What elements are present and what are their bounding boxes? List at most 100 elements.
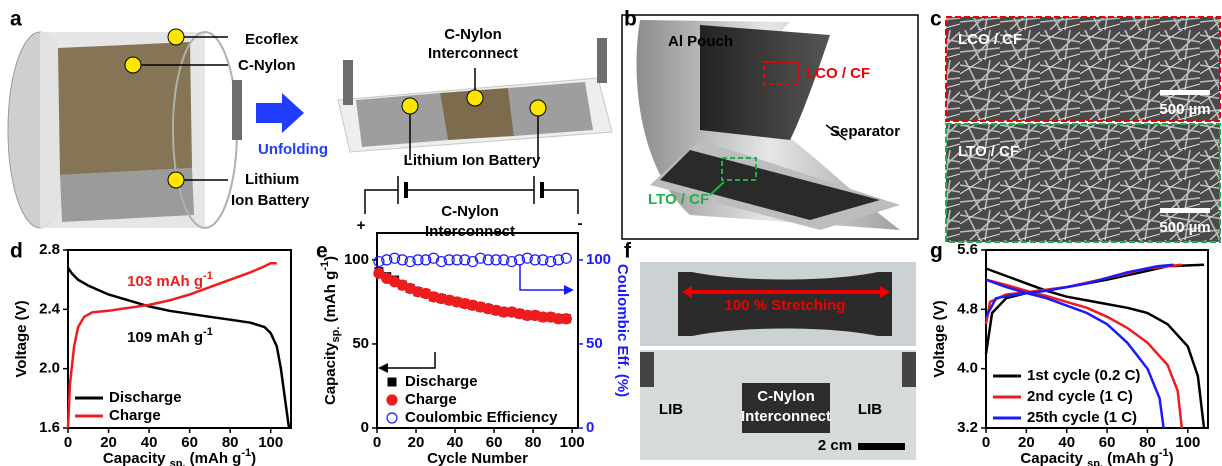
axis-arrow xyxy=(520,264,566,290)
panel-a: a Ecoflex C-Nylon Lithium Ion Battery Un… xyxy=(8,8,612,240)
scale-bar xyxy=(1160,90,1210,95)
legend-label: Coulombic Efficiency xyxy=(405,409,558,426)
panel-letter: g xyxy=(930,240,943,263)
label: C-Nylon xyxy=(757,388,815,405)
x-tick-label: 100 xyxy=(1175,434,1200,451)
y-axis-label: Capacitysp. (mAh g-1) xyxy=(319,256,342,405)
x-tick-label: 0 xyxy=(982,434,990,451)
legend-label: 1st cycle (0.2 C) xyxy=(1027,367,1140,384)
x-axis-label-part: -1 xyxy=(241,447,251,459)
data-point xyxy=(561,314,571,324)
axis-arrow xyxy=(564,285,574,295)
y-tick-label: 5.6 xyxy=(957,241,978,258)
data-line xyxy=(986,280,1182,428)
label: Ion Battery xyxy=(231,192,310,209)
legend-label: 2nd cycle (1 C) xyxy=(1027,388,1133,405)
x-axis-label-part: (mAh g xyxy=(186,450,242,466)
label: Interconnect xyxy=(741,408,831,425)
x-tick-label: 40 xyxy=(447,434,464,451)
x-tick-label: 80 xyxy=(1139,434,1156,451)
x-axis-label-part: sp. xyxy=(1087,458,1103,466)
x-axis-label: Capacity sp. (mAh g-1) xyxy=(103,447,256,466)
label: 2 cm xyxy=(818,437,852,454)
tab xyxy=(902,352,916,387)
label: Lithium xyxy=(245,171,299,188)
panel-letter: d xyxy=(10,240,23,263)
label: Lithium Ion Battery xyxy=(404,152,541,169)
annotation-part: -1 xyxy=(203,270,213,282)
label: Separator xyxy=(830,123,900,140)
panel-letter: a xyxy=(10,8,22,31)
label: LTO / CF xyxy=(648,191,709,208)
x-axis-label-part: ) xyxy=(251,450,256,466)
legend-label: 25th cycle (1 C) xyxy=(1027,409,1137,426)
annotation: 103 mAh g-1 xyxy=(127,270,213,290)
arrow xyxy=(256,93,304,133)
y-axis-label: Voltage (V) xyxy=(931,300,948,377)
panel-f: f 100 % Stretching LIB C-Nylon Interconn… xyxy=(624,240,916,460)
x-tick-label: 80 xyxy=(222,434,239,451)
figure: a Ecoflex C-Nylon Lithium Ion Battery Un… xyxy=(0,0,1222,466)
label: Al Pouch xyxy=(668,33,733,50)
y-tick-label: 0 xyxy=(361,419,369,436)
y-axis-label-part: Voltage (V) xyxy=(931,300,948,377)
legend-label: Discharge xyxy=(109,389,182,406)
axis-arrow xyxy=(378,363,388,373)
x-tick-label: 20 xyxy=(408,434,425,451)
x-tick-label: 60 xyxy=(181,434,198,451)
legend-label: Charge xyxy=(405,391,457,408)
legend-label: Discharge xyxy=(405,373,478,390)
x-tick-label: 0 xyxy=(64,434,72,451)
x-tick-label: 40 xyxy=(141,434,158,451)
legend-swatch xyxy=(387,395,397,405)
panel-letter: b xyxy=(624,8,637,31)
x-tick-label: 100 xyxy=(258,434,283,451)
legend-swatch xyxy=(388,378,397,387)
panel-letter: c xyxy=(930,8,942,31)
x-axis-label-part: ) xyxy=(1169,450,1174,466)
y2-tick-label: 0 xyxy=(586,419,594,436)
label: Interconnect xyxy=(428,45,518,62)
battery xyxy=(508,82,593,136)
label: 500 µm xyxy=(1159,219,1210,236)
scale-bar xyxy=(1160,208,1210,213)
x-tick-label: 80 xyxy=(525,434,542,451)
y-axis-label-part: Capacity xyxy=(322,342,339,405)
tab xyxy=(232,80,242,140)
tab xyxy=(640,352,654,387)
marker-dot xyxy=(168,172,184,188)
marker-dot xyxy=(467,90,483,106)
label: LIB xyxy=(858,401,882,418)
marker-dot xyxy=(530,100,546,116)
label: Interconnect xyxy=(425,223,515,240)
y-tick-label: 4.0 xyxy=(957,360,978,377)
label: + xyxy=(357,217,366,234)
x-axis-label-part: sp. xyxy=(170,458,186,466)
marker-dot xyxy=(168,29,184,45)
c-nylon-band xyxy=(58,42,192,175)
label: C-Nylon xyxy=(238,57,296,74)
label: C-Nylon xyxy=(444,26,502,43)
y-axis-label-part: ) xyxy=(322,256,339,261)
battery xyxy=(356,93,448,147)
label: 500 µm xyxy=(1159,101,1210,118)
y-tick-label: 2.0 xyxy=(39,360,60,377)
label: 100 % Stretching xyxy=(725,297,846,314)
x-tick-label: 40 xyxy=(1058,434,1075,451)
y-axis-label: Voltage (V) xyxy=(13,300,30,377)
y2-axis-label: Coulombic Eff. (%) xyxy=(614,264,631,397)
data-line xyxy=(986,280,1164,428)
axis-arrow xyxy=(384,352,435,368)
x-axis-label-part: Capacity xyxy=(1020,450,1087,466)
x-tick-label: 60 xyxy=(486,434,503,451)
panel-b: Al Pouch LCO / CF Separator LTO / CF b xyxy=(622,8,918,239)
x-axis-label-part: Capacity xyxy=(103,450,170,466)
x-axis-label: Cycle Number xyxy=(427,450,528,466)
legend-label: Charge xyxy=(109,407,161,424)
label: LCO / CF xyxy=(958,31,1022,48)
label: - xyxy=(578,215,583,232)
data-line xyxy=(986,265,1174,317)
y-tick-label: 3.2 xyxy=(957,419,978,436)
label: LCO / CF xyxy=(806,65,870,82)
y2-tick-label: 50 xyxy=(586,335,603,352)
